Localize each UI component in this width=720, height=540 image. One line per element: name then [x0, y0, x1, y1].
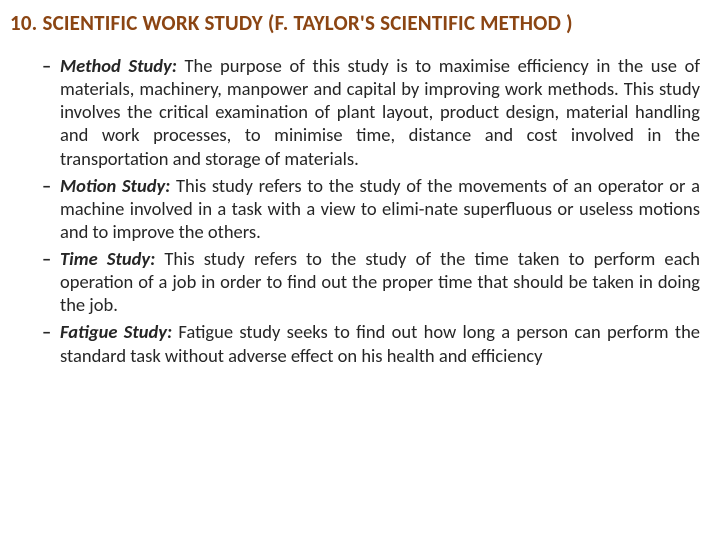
slide: 10. SCIENTIFIC WORK STUDY (F. TAYLOR'S S…: [0, 0, 720, 540]
item-body: This study refers to the study of the ti…: [60, 247, 700, 316]
item-term: Motion Study:: [60, 174, 170, 197]
bullet-list: Method Study: The purpose of this study …: [6, 54, 714, 367]
list-item: Method Study: The purpose of this study …: [42, 54, 700, 170]
list-item: Fatigue Study: Fatigue study seeks to fi…: [42, 320, 700, 366]
item-term: Time Study:: [60, 247, 155, 270]
item-term: Method Study:: [60, 54, 177, 77]
slide-title: 10. SCIENTIFIC WORK STUDY (F. TAYLOR'S S…: [10, 10, 714, 36]
item-term: Fatigue Study:: [60, 320, 172, 343]
list-item: Motion Study: This study refers to the s…: [42, 174, 700, 243]
list-item: Time Study: This study refers to the stu…: [42, 247, 700, 316]
